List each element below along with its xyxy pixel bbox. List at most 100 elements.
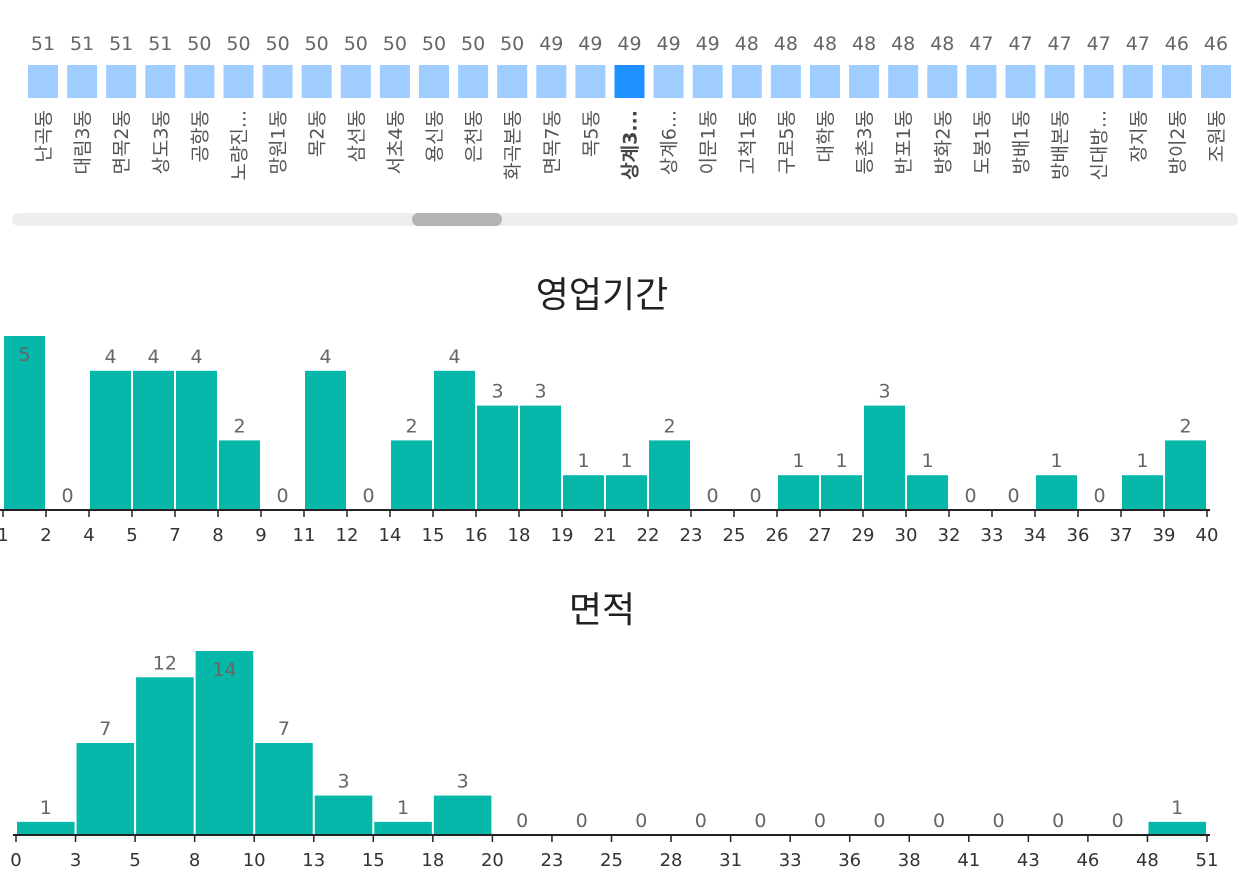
ranking-category-label[interactable]: 방화2동 [932, 110, 954, 175]
ranking-category-label[interactable]: 노량진... [229, 110, 251, 181]
ranking-bar[interactable] [575, 65, 606, 98]
ranking-category-label[interactable]: 용신동 [424, 110, 446, 162]
operating-period-bar[interactable] [864, 405, 905, 510]
ranking-bar[interactable] [1201, 65, 1231, 98]
operating-period-bar[interactable] [563, 475, 604, 510]
ranking-category-label[interactable]: 화곡본동 [502, 110, 524, 180]
ranking-category-label[interactable]: 면목2동 [111, 110, 133, 175]
ranking-bar[interactable] [419, 65, 449, 98]
ranking-category-label[interactable]: 삼선동 [346, 110, 368, 162]
ranking-category-label[interactable]: 고척1동 [737, 110, 759, 175]
ranking-category-label[interactable]: 장지동 [1128, 110, 1150, 162]
operating-period-bar[interactable] [907, 475, 948, 510]
ranking-bar[interactable] [849, 65, 880, 98]
ranking-bar[interactable] [106, 65, 137, 98]
ranking-bar[interactable] [1083, 65, 1114, 98]
operating-period-bar[interactable] [176, 370, 217, 510]
area-bar[interactable] [136, 677, 194, 835]
area-bar[interactable] [17, 821, 75, 835]
ranking-category-label[interactable]: 난곡동 [33, 110, 55, 162]
operating-period-bar[interactable] [434, 370, 475, 510]
ranking-bar[interactable] [184, 65, 215, 98]
ranking-category-label[interactable]: 도봉1동 [971, 110, 993, 175]
ranking-category-label[interactable]: 상계3... [620, 110, 642, 180]
area-bar[interactable] [1148, 821, 1206, 835]
ranking-category-label[interactable]: 목5동 [580, 110, 602, 157]
operating-period-bar[interactable] [305, 370, 346, 510]
ranking-bar[interactable] [927, 65, 958, 98]
ranking-bar[interactable] [28, 65, 58, 98]
ranking-bar[interactable] [223, 65, 254, 98]
ranking-bar[interactable] [145, 65, 176, 98]
ranking-category-label[interactable]: 방배본동 [1050, 110, 1072, 180]
area-bar[interactable] [195, 651, 254, 835]
ranking-category-label[interactable]: 은천동 [463, 110, 485, 162]
ranking-bar[interactable] [966, 65, 997, 98]
area-bar[interactable] [255, 743, 313, 835]
ranking-category-label[interactable]: 방이2동 [1167, 110, 1189, 175]
ranking-category-label[interactable]: 조원동 [1206, 110, 1228, 162]
area-bar[interactable] [374, 821, 432, 835]
operating-period-bar[interactable] [391, 440, 432, 510]
ranking-value-label: 48 [774, 33, 798, 55]
ranking-category-label[interactable]: 상도3동 [150, 110, 172, 175]
ranking-category-label[interactable]: 반포1동 [893, 110, 915, 175]
ranking-category-label[interactable]: 구로5동 [776, 110, 798, 175]
operating-period-bar[interactable] [821, 475, 862, 510]
scrollbar-thumb[interactable] [412, 213, 502, 226]
ranking-bar[interactable] [1161, 65, 1192, 98]
ranking-bar[interactable] [888, 65, 919, 98]
operating-period-tick-label: 37 [1110, 525, 1133, 546]
ranking-bar[interactable] [1044, 65, 1075, 98]
area-bar[interactable] [433, 795, 492, 835]
ranking-category-label[interactable]: 방배1동 [1011, 110, 1033, 175]
ranking-bar[interactable] [497, 65, 528, 98]
ranking-category-label[interactable]: 등촌3동 [854, 110, 876, 175]
ranking-bar[interactable] [301, 65, 332, 98]
ranking-category-label[interactable]: 서초4동 [385, 110, 407, 175]
ranking-bar[interactable] [536, 65, 567, 98]
ranking-category-label[interactable]: 망원1동 [268, 110, 290, 175]
operating-period-bar[interactable] [219, 440, 260, 510]
ranking-bar[interactable] [458, 65, 489, 98]
operating-period-bar[interactable] [477, 405, 518, 510]
operating-period-bar[interactable] [520, 405, 561, 510]
ranking-bar[interactable] [692, 65, 723, 98]
ranking-category-label[interactable]: 목2동 [307, 110, 329, 157]
ranking-category-label[interactable]: 이문1동 [698, 110, 720, 175]
area-bar[interactable] [76, 743, 135, 835]
ranking-category-label[interactable]: 공항동 [189, 110, 211, 162]
ranking-bar[interactable] [262, 65, 293, 98]
operating-period-bar[interactable] [1036, 475, 1077, 510]
ranking-category-label[interactable]: 상계6... [659, 110, 681, 175]
area-bar[interactable] [314, 795, 373, 835]
operating-period-bar[interactable] [1165, 440, 1206, 510]
operating-period-tick-label: 5 [126, 525, 137, 546]
ranking-bar[interactable] [770, 65, 801, 98]
ranking-bar-selected[interactable] [614, 65, 645, 98]
area-tick-label: 41 [957, 850, 980, 871]
operating-period-bar[interactable] [649, 440, 690, 510]
chart-scrollbar[interactable] [12, 213, 1238, 226]
ranking-category-label[interactable]: 대학동 [815, 110, 837, 162]
operating-period-bar[interactable] [4, 336, 45, 510]
ranking-category-label[interactable]: 대림3동 [72, 110, 94, 175]
ranking-bar[interactable] [653, 65, 684, 98]
ranking-bar[interactable] [1005, 65, 1036, 98]
ranking-bar[interactable] [379, 65, 410, 98]
ranking-bar[interactable] [67, 65, 98, 98]
operating-period-bar[interactable] [1122, 475, 1163, 510]
operating-period-bar[interactable] [778, 475, 819, 510]
ranking-bar[interactable] [1122, 65, 1153, 98]
ranking-bar[interactable] [731, 65, 762, 98]
ranking-bar[interactable] [340, 65, 371, 98]
operating-period-bar[interactable] [606, 475, 647, 510]
ranking-category-label[interactable]: 면목7동 [541, 110, 563, 175]
operating-period-bar[interactable] [133, 370, 174, 510]
scrollbar-track[interactable] [12, 213, 1238, 226]
ranking-category-label[interactable]: 신대방... [1089, 110, 1111, 181]
operating-period-tick-label: 36 [1067, 525, 1090, 546]
operating-period-bar[interactable] [90, 370, 131, 510]
ranking-bar[interactable] [810, 65, 840, 98]
